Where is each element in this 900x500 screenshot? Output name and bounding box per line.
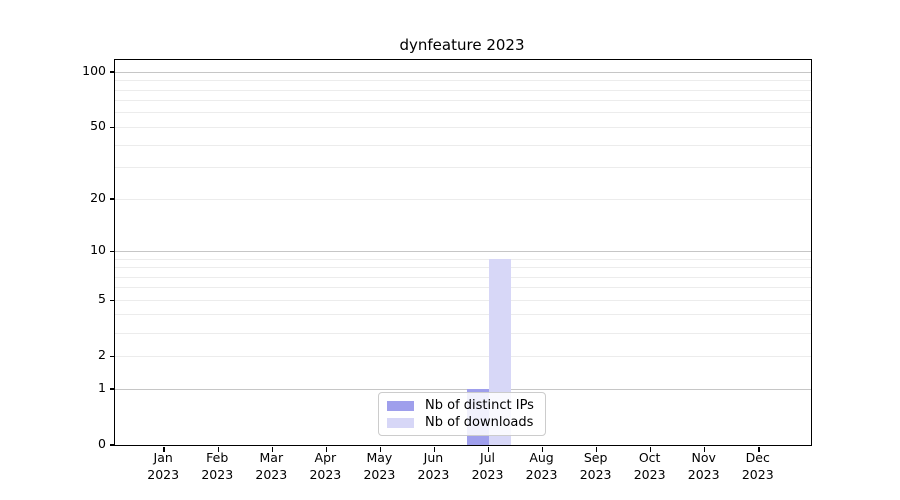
y-tick-mark: [109, 444, 114, 446]
legend-label-downloads: Nb of downloads: [425, 415, 534, 430]
x-tick-label: Oct 2023: [633, 450, 666, 482]
x-tick-mark: [379, 447, 382, 452]
y-tick-label: 100: [82, 63, 106, 79]
minor-gridline: [115, 287, 811, 289]
x-tick-label: Jul 2023: [471, 450, 504, 482]
x-tick-mark: [649, 447, 652, 452]
x-tick-mark: [541, 447, 544, 452]
x-tick-mark: [758, 447, 760, 452]
x-tick-label: Apr 2023: [309, 450, 342, 482]
x-tick-label: Jan 2023: [147, 450, 180, 482]
x-tick-mark: [271, 447, 274, 452]
minor-gridline: [115, 355, 811, 357]
x-tick-mark: [487, 447, 490, 452]
y-tick-mark: [109, 355, 114, 357]
major-gridline: [115, 250, 811, 252]
x-tick-mark: [217, 447, 219, 452]
x-tick-label: Sep 2023: [579, 450, 612, 482]
y-axis-tick-labels: 0 1 2 5 10 20 50 100: [0, 59, 106, 451]
minor-gridline: [115, 198, 811, 200]
x-tick-mark: [163, 447, 165, 452]
major-gridline: [115, 71, 811, 73]
x-tick-mark: [433, 447, 436, 452]
x-tick-mark: [703, 447, 706, 452]
minor-gridline: [115, 299, 811, 301]
y-tick-label: 20: [90, 190, 106, 206]
major-gridline: [115, 388, 811, 390]
legend-swatch-distinct-ips: [387, 400, 414, 411]
minor-gridline: [115, 167, 811, 169]
minor-gridline: [115, 332, 811, 334]
legend-item-distinct-ips: Nb of distinct IPs: [387, 398, 537, 413]
minor-gridline: [115, 144, 811, 146]
x-tick-mark: [595, 447, 598, 452]
minor-gridline: [115, 100, 811, 102]
y-tick-label: 50: [90, 118, 106, 134]
y-tick-label: 1: [98, 380, 106, 395]
y-tick-mark: [109, 126, 114, 129]
x-tick-label: Mar 2023: [255, 450, 288, 482]
x-axis-tick-labels: Jan 2023 Feb 2023 Mar 2023 Apr 2023 May 2023…: [114, 450, 810, 490]
legend: Nb of distinct IPs Nb of downloads: [378, 392, 546, 436]
chart-title: dynfeature 2023: [399, 36, 525, 54]
legend-item-downloads: Nb of downloads: [387, 415, 537, 430]
y-tick-label: 10: [90, 242, 106, 258]
minor-gridline: [115, 112, 811, 114]
plot-area: [109, 59, 812, 452]
y-tick-label: 0: [98, 436, 106, 451]
y-tick-mark: [109, 388, 114, 390]
x-tick-mark: [325, 447, 328, 452]
legend-swatch-downloads: [387, 417, 414, 428]
y-tick-mark: [109, 250, 114, 253]
minor-gridline: [115, 314, 811, 316]
legend-label-distinct-ips: Nb of distinct IPs: [425, 398, 534, 413]
y-tick-mark: [109, 299, 114, 301]
minor-gridline: [115, 80, 811, 82]
x-tick-label: May 2023: [363, 450, 396, 482]
y-tick-label: 2: [98, 347, 106, 363]
minor-gridline: [115, 267, 811, 268]
x-tick-label: Dec 2023: [741, 450, 774, 482]
minor-gridline: [115, 89, 811, 91]
x-tick-label: Nov 2023: [687, 450, 720, 482]
x-tick-label: Feb 2023: [201, 450, 234, 482]
y-tick-mark: [109, 198, 114, 200]
y-tick-label: 5: [98, 291, 106, 307]
x-tick-label: Aug 2023: [525, 450, 558, 482]
y-tick-mark: [109, 71, 114, 73]
minor-gridline: [115, 258, 811, 260]
minor-gridline: [115, 276, 811, 278]
minor-gridline: [115, 126, 811, 128]
x-tick-label: Jun 2023: [417, 450, 450, 482]
